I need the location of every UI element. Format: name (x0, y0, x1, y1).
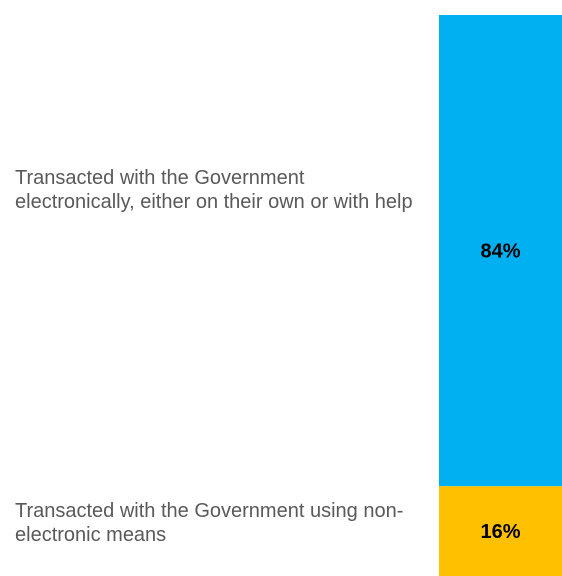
bar-segment-electronic (439, 15, 562, 487)
data-label-electronic: 84% (480, 241, 520, 263)
category-label-electronic: Transacted with the Government electroni… (15, 167, 413, 213)
bar-segment-non-electronic (439, 486, 562, 576)
category-label-non-electronic: Transacted with the Government using non… (15, 500, 404, 546)
data-label-non-electronic: 16% (480, 521, 520, 543)
